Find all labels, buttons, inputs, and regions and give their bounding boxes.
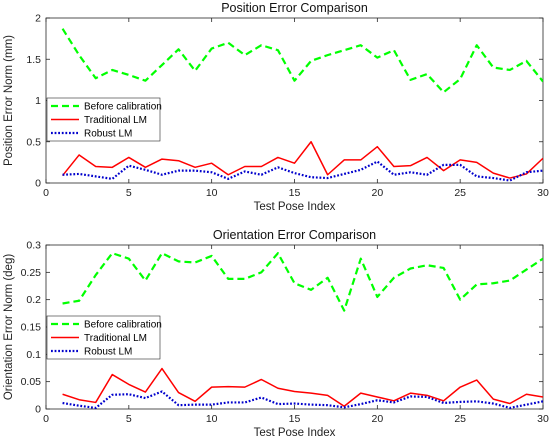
y-tick-label: 0 xyxy=(35,404,41,416)
legend-label: Traditional LM xyxy=(84,333,147,344)
x-tick-label: 20 xyxy=(371,187,383,199)
series-line-before-calibration xyxy=(61,28,543,94)
x-tick-label: 0 xyxy=(43,413,49,425)
y-tick-label: 0.2 xyxy=(26,294,41,306)
series-line-robust-lm xyxy=(62,160,543,182)
x-tick-label: 30 xyxy=(537,187,549,199)
series-line-traditional-lm xyxy=(62,367,543,408)
subplot-orientation: Orientation Error Comparison 0 5 10 15 20 25 30… xyxy=(3,228,549,439)
chart-title: Orientation Error Comparison xyxy=(213,228,376,242)
x-tick-label: 5 xyxy=(126,187,132,199)
y-tick-label: 0.05 xyxy=(21,376,42,388)
y-tick-label: 0.15 xyxy=(21,322,42,334)
x-tick-label: 25 xyxy=(454,187,466,199)
series-line-traditional-lm xyxy=(61,141,543,179)
chart-title: Position Error Comparison xyxy=(221,1,368,15)
y-tick-label: 2 xyxy=(35,13,41,25)
y-axis-label: Orientation Error Norm (deg) xyxy=(3,254,15,401)
x-tick-label: 15 xyxy=(289,413,301,425)
y-tick-label: 0.5 xyxy=(26,136,41,148)
y-tick-label: 0 xyxy=(35,178,41,190)
x-tick-label: 10 xyxy=(206,413,218,425)
legend-label: Robust LM xyxy=(84,129,132,140)
legend-label: Robust LM xyxy=(84,347,132,358)
series-line-before-calibration xyxy=(62,252,543,312)
x-tick-label: 20 xyxy=(371,413,383,425)
x-tick-label: 25 xyxy=(454,413,466,425)
x-axis-label: Test Pose Index xyxy=(254,427,336,439)
y-tick-label: 1.5 xyxy=(26,54,41,66)
legend-label: Before calibration xyxy=(84,320,162,331)
x-tick-label: 30 xyxy=(537,413,549,425)
y-tick-label: 0.1 xyxy=(26,349,41,361)
y-tick-label: 0.3 xyxy=(26,240,41,252)
x-tick-label: 15 xyxy=(289,187,301,199)
x-tick-label: 0 xyxy=(43,187,49,199)
x-tick-label: 5 xyxy=(126,413,132,425)
y-tick-label: 1 xyxy=(35,95,41,107)
subplot-position: Position Error Comparison 0 5 10 15 20 25 30 0 0.… xyxy=(3,1,549,213)
x-axis-label: Test Pose Index xyxy=(254,201,336,213)
x-tick-label: 10 xyxy=(206,187,218,199)
y-tick-label: 0.25 xyxy=(21,267,42,279)
y-axis-label: Position Error Norm (mm) xyxy=(3,35,15,166)
legend-label: Traditional LM xyxy=(84,115,147,126)
legend-label: Before calibration xyxy=(84,102,162,113)
